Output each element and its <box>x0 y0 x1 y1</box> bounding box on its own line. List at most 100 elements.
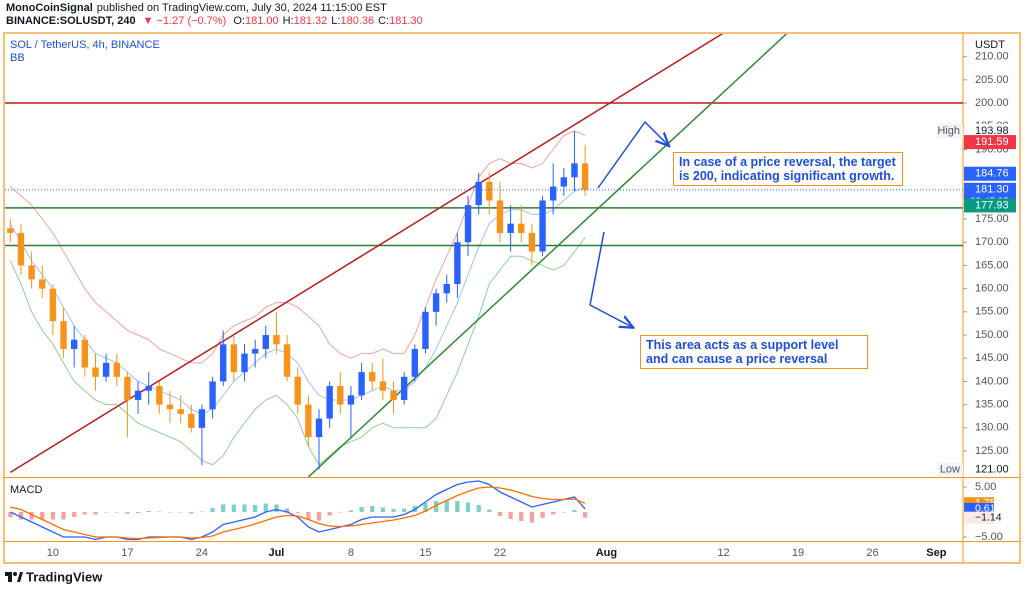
y-tick-label: 140.00 <box>975 375 1009 387</box>
price-label-name-box <box>937 462 963 477</box>
histogram-bar <box>167 512 173 513</box>
footer-brand: TradingView <box>26 569 103 584</box>
y-tick-label: 170.00 <box>975 236 1009 248</box>
published: published on TradingView.com, July 30, 2… <box>96 2 387 14</box>
histogram-bar <box>274 504 279 512</box>
price-label-box <box>964 123 1016 138</box>
histogram-bar <box>295 512 300 513</box>
annotation: This area acts as a support level and ca… <box>640 335 868 369</box>
candle-body <box>283 344 291 377</box>
histogram-bar <box>582 512 588 518</box>
candle-body <box>198 409 206 428</box>
y-tick-label: 125.00 <box>975 445 1009 457</box>
ohlc-key: O: <box>233 15 245 27</box>
candle-body <box>337 386 344 405</box>
y-tick-label: −5.00 <box>975 531 1003 543</box>
price-label: 184.76 <box>975 168 1009 180</box>
histogram-bar <box>40 512 45 520</box>
candle-body <box>422 311 429 349</box>
histogram-bar <box>551 512 556 515</box>
candle-body <box>528 232 536 252</box>
y-tick-label: 155.00 <box>975 306 1009 318</box>
macd-label-box <box>964 511 994 524</box>
ohlc-key: L: <box>331 15 341 27</box>
y-tick-label: 165.00 <box>975 259 1009 271</box>
candle-body <box>305 404 312 438</box>
candle-body <box>166 404 174 410</box>
candle-body <box>134 390 142 400</box>
candle-body <box>241 353 248 373</box>
y-tick-label: 205.00 <box>975 74 1009 86</box>
price-label: 193.98 <box>975 125 1009 137</box>
annotation: In case of a price reversal, the target … <box>673 152 903 186</box>
price-label-box <box>964 462 1016 477</box>
candle-body <box>315 418 323 438</box>
x-tick-label: 24 <box>196 547 208 559</box>
histogram-bar <box>114 512 119 513</box>
candle-body <box>560 177 568 187</box>
candle-body <box>507 223 514 233</box>
chart-title: SOL / TetherUS, 4h, BINANCE <box>10 39 160 51</box>
histogram-bar <box>433 501 439 512</box>
symbol: BINANCE:SOLUSDT, 240 <box>6 15 136 27</box>
histogram-bar <box>402 508 407 512</box>
x-tick-label: 19 <box>792 547 804 559</box>
tradingview-logo <box>5 572 23 582</box>
ohlc: O:181.00 H:181.32 L:180.36 C:181.30 <box>233 15 426 27</box>
price-pane <box>5 34 963 477</box>
candle-body <box>188 413 195 428</box>
histogram-bar <box>529 512 535 523</box>
candle-body <box>113 362 120 377</box>
y-tick-label: 145.00 <box>975 352 1009 364</box>
candle-body <box>124 376 131 400</box>
histogram-bar <box>210 508 215 512</box>
histogram-bar <box>50 512 56 520</box>
candle-body <box>39 279 46 289</box>
x-tick-label: 10 <box>47 547 59 559</box>
candle-body <box>81 339 89 368</box>
histogram-bar <box>327 512 332 516</box>
candle-body <box>400 376 408 400</box>
x-tick-label: Aug <box>596 547 617 559</box>
arrow <box>597 120 668 189</box>
ohlc-value: 180.36 <box>340 15 375 27</box>
x-tick-label: Sep <box>926 547 946 559</box>
candle-body <box>230 344 238 373</box>
candle-body <box>390 390 397 400</box>
histogram-bar <box>370 506 375 512</box>
histogram-bar <box>444 501 449 512</box>
histogram-bar <box>540 512 545 518</box>
candle-body <box>70 339 78 349</box>
candle-body <box>549 186 557 201</box>
histogram-bar <box>72 512 77 517</box>
price-label: 121.00 <box>975 463 1009 475</box>
candle-body <box>92 367 99 377</box>
candle-body <box>49 288 57 322</box>
histogram-bar <box>178 512 183 513</box>
y-tick-label: 130.00 <box>975 422 1009 434</box>
candle-body <box>60 321 67 349</box>
candle-body <box>177 409 184 414</box>
histogram-bar <box>359 507 364 512</box>
candle-body <box>443 283 450 294</box>
histogram-bar <box>146 511 151 512</box>
histogram-bar <box>61 512 66 520</box>
candle-body <box>273 335 280 345</box>
histogram-bar <box>189 512 194 514</box>
ohlc-value: 181.30 <box>389 15 423 27</box>
header-line-1: MonoCoinSignal published on TradingView.c… <box>6 2 391 14</box>
candle-body <box>358 372 365 396</box>
x-tick-label: Jul <box>268 547 284 559</box>
price-label: 177.93 <box>975 199 1009 211</box>
histogram-bar <box>306 512 311 520</box>
histogram-bar <box>29 512 34 520</box>
candle-body <box>294 376 301 405</box>
histogram-bar <box>157 511 162 512</box>
change: ▼ −1.27 (−0.7%) <box>142 15 227 27</box>
candle-body <box>432 293 440 312</box>
ohlc-key: C: <box>378 15 390 27</box>
histogram-bar <box>125 512 130 514</box>
candle-body <box>17 232 25 266</box>
price-label: 191.59 <box>975 136 1009 148</box>
histogram-bar <box>231 504 236 512</box>
